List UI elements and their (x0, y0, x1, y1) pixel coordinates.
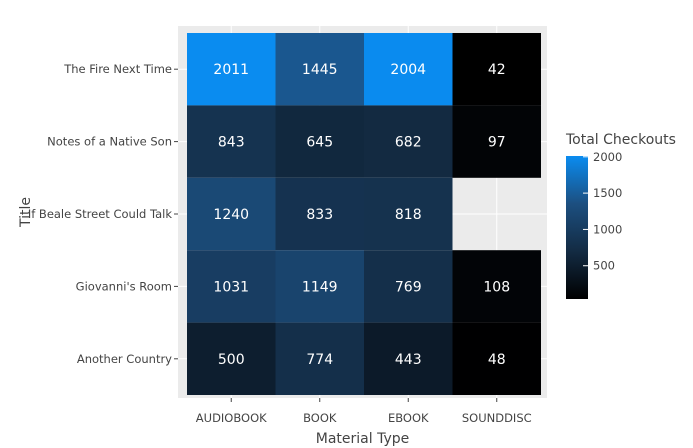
cell-value-label: 2011 (213, 62, 249, 78)
cell-value-label: 97 (488, 135, 506, 151)
x-tick-label: SOUNDDISC (462, 411, 532, 425)
x-tick-label: BOOK (303, 411, 337, 425)
cell-value-label: 42 (488, 62, 506, 78)
heatmap-cell (275, 105, 364, 178)
cell-value-label: 645 (306, 135, 333, 151)
legend-ticks: 500 1000 1500 2000 (583, 150, 622, 273)
heatmap-cell (187, 105, 276, 178)
heatmap-cell (187, 250, 276, 323)
cell-value-label: 774 (306, 352, 333, 368)
cell-value-label: 818 (395, 207, 422, 223)
cell-value-label: 1149 (302, 279, 338, 295)
legend-tick-label: 1000 (593, 222, 622, 236)
cell-value-label: 843 (218, 135, 245, 151)
heatmap-cell (187, 322, 276, 395)
cell-value-label: 833 (306, 207, 333, 223)
cell-value-label: 48 (488, 352, 506, 368)
heatmap-cell (275, 250, 364, 323)
heatmap-cell (364, 250, 453, 323)
cell-value-label: 1240 (213, 207, 249, 223)
heatmap-cells (187, 33, 541, 395)
heatmap-cell (364, 33, 453, 106)
heatmap-cell (275, 33, 364, 106)
y-tick-label: If Beale Street Could Talk (28, 207, 173, 221)
heatmap-cell (452, 33, 541, 106)
x-tick-label: EBOOK (388, 411, 429, 425)
cell-value-label: 500 (218, 352, 245, 368)
y-tick-label: Notes of a Native Son (47, 135, 172, 149)
heatmap-cell (275, 177, 364, 251)
cell-value-label: 108 (483, 279, 510, 295)
heatmap-cell (364, 322, 453, 395)
y-tick-label: The Fire Next Time (63, 62, 172, 76)
heatmap-cell (452, 250, 541, 323)
legend-tick-label: 500 (593, 259, 615, 273)
heatmap-cell (452, 322, 541, 395)
heatmap-cell (452, 105, 541, 178)
heatmap-cell (275, 322, 364, 395)
cell-labels: 2011 1445 2004 42 843 645 682 97 1240 833 818 1031 1… (213, 62, 510, 368)
cell-value-label: 443 (395, 352, 422, 368)
y-tick-label: Another Country (77, 352, 172, 366)
cell-value-label: 1445 (302, 62, 338, 78)
heatmap-cell (187, 177, 276, 251)
y-tick-label: Giovanni's Room (76, 279, 172, 293)
cell-value-label: 1031 (213, 279, 249, 295)
heatmap-cell (187, 33, 276, 106)
y-axis-title: Title (18, 197, 34, 228)
cell-value-label: 2004 (390, 62, 426, 78)
heatmap-cell (364, 105, 453, 178)
legend-tick-label: 2000 (593, 150, 622, 164)
cell-value-label: 682 (395, 135, 422, 151)
legend-tick-label: 1500 (593, 186, 622, 200)
heatmap-cell (364, 177, 453, 251)
legend-title: Total Checkouts (565, 132, 676, 148)
x-axis-title: Material Type (316, 431, 409, 447)
x-tick-label: AUDIOBOOK (196, 411, 267, 425)
cell-value-label: 769 (395, 279, 422, 295)
x-axis-ticks: AUDIOBOOK BOOK EBOOK SOUNDDISC (196, 398, 532, 425)
y-axis-ticks: The Fire Next Time Notes of a Native Son I… (28, 62, 178, 366)
legend-colorbar (566, 156, 588, 299)
